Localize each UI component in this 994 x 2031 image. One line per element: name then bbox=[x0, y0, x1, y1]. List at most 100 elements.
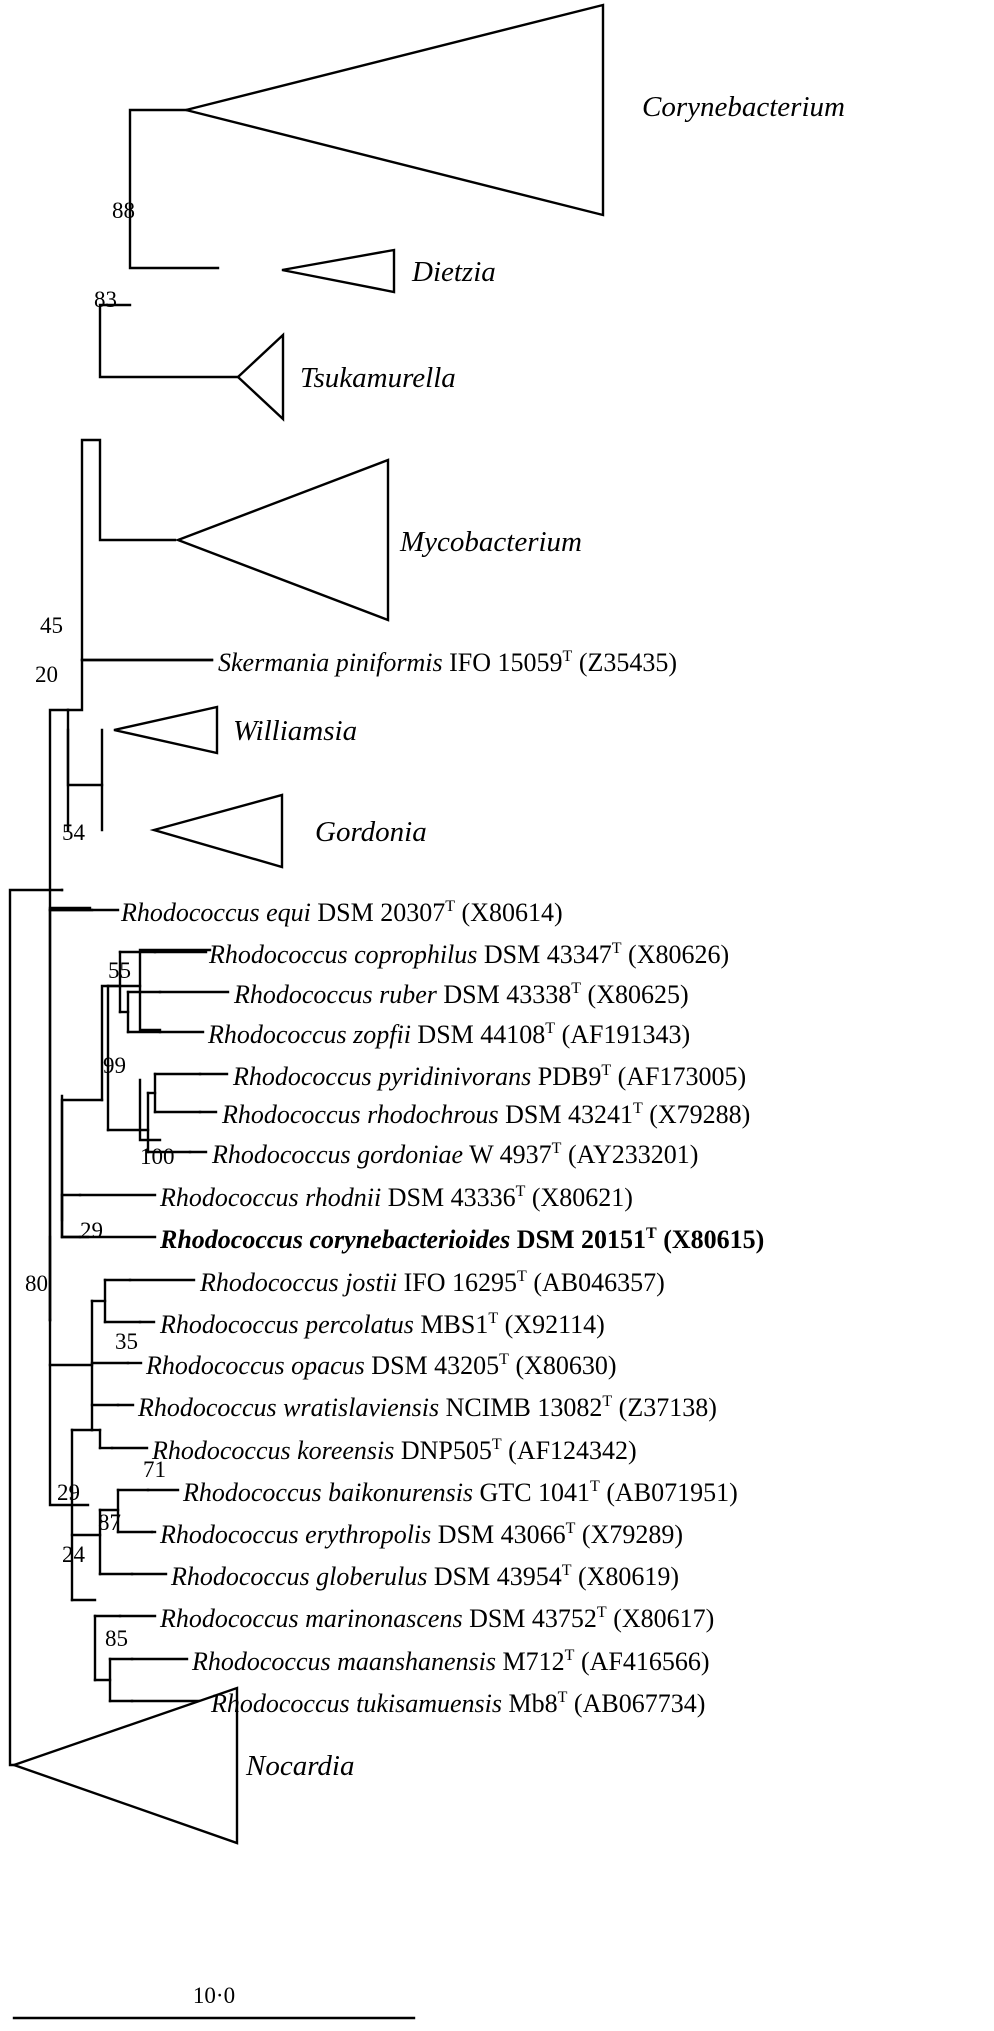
taxon-accession: (X79289) bbox=[575, 1520, 683, 1549]
taxon-strain: Mb8 bbox=[502, 1689, 558, 1718]
bootstrap-values: 88 83 45 20 54 55 99 100 29 80 35 71 29 … bbox=[25, 198, 175, 1651]
collapsed-clade-triangles bbox=[10, 3, 605, 1845]
taxon-accession: (AF124342) bbox=[502, 1436, 637, 1465]
bootstrap-value: 88 bbox=[112, 198, 135, 223]
taxon-strain: DSM 44108 bbox=[411, 1020, 545, 1049]
type-strain-mark: T bbox=[562, 1562, 572, 1579]
type-strain-mark: T bbox=[612, 940, 622, 957]
clade-triangle-nocardia bbox=[10, 1686, 239, 1845]
branch-node-88b bbox=[128, 108, 220, 270]
clade-triangle-williamsia bbox=[113, 705, 219, 755]
taxon-strain: GTC 1041 bbox=[473, 1478, 590, 1507]
taxon-accession: (AF191343) bbox=[555, 1020, 690, 1049]
clade-label-nocardia: Nocardia bbox=[245, 1750, 354, 1782]
scale-bar: 10·0 bbox=[12, 1983, 416, 2020]
type-strain-mark: T bbox=[517, 1268, 527, 1285]
taxon-accession: (Z35435) bbox=[572, 648, 677, 677]
taxon-label: Rhodococcus percolatus MBS1T (X92114) bbox=[159, 1310, 605, 1339]
type-strain-mark: T bbox=[597, 1604, 607, 1621]
taxon-accession: (AY233201) bbox=[561, 1140, 698, 1169]
taxon-genus: Rhodococcus bbox=[120, 898, 266, 927]
taxon-genus: Rhodococcus bbox=[159, 1520, 305, 1549]
taxon-accession: (X80617) bbox=[607, 1604, 715, 1633]
taxon-genus: Rhodococcus bbox=[199, 1268, 345, 1297]
bootstrap-value: 80 bbox=[25, 1271, 48, 1296]
taxon-genus: Rhodococcus bbox=[208, 940, 354, 969]
taxon-genus: Rhodococcus bbox=[191, 1647, 337, 1676]
taxon-species: gordoniae bbox=[357, 1140, 463, 1169]
taxon-label: Rhodococcus pyridinivorans PDB9T (AF1730… bbox=[232, 1062, 746, 1091]
scale-bar-label: 10·0 bbox=[193, 1983, 235, 2008]
taxon-genus: Rhodococcus bbox=[159, 1310, 305, 1339]
tree-branches-detail bbox=[48, 658, 230, 1703]
taxon-strain: PDB9 bbox=[531, 1062, 601, 1091]
clade-triangle-corynebacterium bbox=[185, 3, 605, 217]
taxon-accession: (X92114) bbox=[498, 1310, 605, 1339]
bootstrap-value: 87 bbox=[98, 1510, 121, 1535]
type-strain-mark: T bbox=[602, 1393, 612, 1410]
taxon-accession: (X80630) bbox=[509, 1351, 617, 1380]
taxon-label: Rhodococcus gordoniae W 4937T (AY233201) bbox=[211, 1140, 698, 1169]
clade-triangle-dietzia bbox=[281, 248, 396, 294]
taxon-genus: Rhodococcus bbox=[207, 1020, 353, 1049]
branch-rhodococcus bbox=[48, 888, 92, 1322]
clade-triangle-mycobacterium bbox=[174, 458, 390, 622]
taxon-species: tukisamuensis bbox=[356, 1689, 502, 1718]
taxon-label: Rhodococcus corynebacterioides DSM 20151… bbox=[159, 1225, 764, 1254]
taxon-label: Rhodococcus zopfii DSM 44108T (AF191343) bbox=[207, 1020, 690, 1049]
bootstrap-value: 99 bbox=[103, 1053, 126, 1078]
taxon-genus: Rhodococcus bbox=[159, 1225, 310, 1254]
taxon-species: opacus bbox=[291, 1351, 365, 1380]
taxon-strain: DSM 43066 bbox=[431, 1520, 565, 1549]
taxon-strain: DSM 43205 bbox=[365, 1351, 499, 1380]
taxon-strain: IFO 16295 bbox=[397, 1268, 517, 1297]
bootstrap-value: 35 bbox=[115, 1329, 138, 1354]
taxon-species: coprophilus bbox=[354, 940, 477, 969]
taxon-accession: (X79288) bbox=[643, 1100, 751, 1129]
taxon-label: Skermania piniformis IFO 15059T (Z35435) bbox=[218, 648, 677, 677]
taxon-label: Rhodococcus globerulus DSM 43954T (X8061… bbox=[170, 1562, 679, 1591]
type-strain-mark: T bbox=[552, 1140, 562, 1157]
taxon-strain: DSM 43752 bbox=[463, 1604, 597, 1633]
branch-node-20 bbox=[66, 708, 104, 787]
taxon-label: Rhodococcus coprophilus DSM 43347T (X806… bbox=[208, 940, 729, 969]
bootstrap-value: 71 bbox=[143, 1457, 166, 1482]
taxon-genus: Rhodococcus bbox=[159, 1183, 305, 1212]
taxon-genus: Rhodococcus bbox=[182, 1478, 328, 1507]
bootstrap-value: 85 bbox=[105, 1626, 128, 1651]
taxon-label: Rhodococcus tukisamuensis Mb8T (AB067734… bbox=[210, 1689, 705, 1718]
branch-node-55 bbox=[100, 948, 212, 1102]
bootstrap-value: 55 bbox=[108, 958, 131, 983]
taxon-accession: (X80621) bbox=[525, 1183, 633, 1212]
taxon-genus: Rhodococcus bbox=[221, 1100, 367, 1129]
taxon-species: wratislaviensis bbox=[283, 1393, 439, 1422]
taxon-accession: (X80615) bbox=[657, 1225, 765, 1254]
taxon-strain: DSM 20151 bbox=[510, 1225, 646, 1254]
taxon-strain: DSM 20307 bbox=[311, 898, 445, 927]
taxon-strain: M712 bbox=[496, 1647, 565, 1676]
taxon-accession: (Z37138) bbox=[612, 1393, 717, 1422]
taxon-label: Rhodococcus rhodochrous DSM 43241T (X792… bbox=[221, 1100, 750, 1129]
type-strain-mark: T bbox=[633, 1100, 643, 1117]
taxon-species: marinonascens bbox=[305, 1604, 462, 1633]
taxon-genus: Rhodococcus bbox=[151, 1436, 297, 1465]
tree-branches bbox=[8, 108, 240, 1767]
taxon-genus: Rhodococcus bbox=[211, 1140, 357, 1169]
taxon-strain: DSM 43338 bbox=[437, 980, 571, 1009]
taxon-genus: Rhodococcus bbox=[210, 1689, 356, 1718]
taxon-species: equi bbox=[266, 898, 311, 927]
bootstrap-value: 100 bbox=[140, 1144, 175, 1169]
taxon-species: jostii bbox=[342, 1268, 397, 1297]
branch-node-45 bbox=[66, 658, 214, 712]
taxon-label: Rhodococcus wratislaviensis NCIMB 13082T… bbox=[137, 1393, 717, 1422]
clade-triangle-gordonia bbox=[149, 793, 284, 869]
type-strain-mark: T bbox=[601, 1062, 611, 1079]
type-strain-mark: T bbox=[563, 648, 573, 665]
type-strain-mark: T bbox=[445, 898, 455, 915]
clade-label-dietzia: Dietzia bbox=[411, 256, 496, 288]
taxon-label: Rhodococcus opacus DSM 43205T (X80630) bbox=[145, 1351, 617, 1380]
branch-node-54 bbox=[66, 728, 104, 832]
taxon-label: Rhodococcus erythropolis DSM 43066T (X79… bbox=[159, 1520, 683, 1549]
taxon-strain: IFO 15059 bbox=[443, 648, 563, 677]
